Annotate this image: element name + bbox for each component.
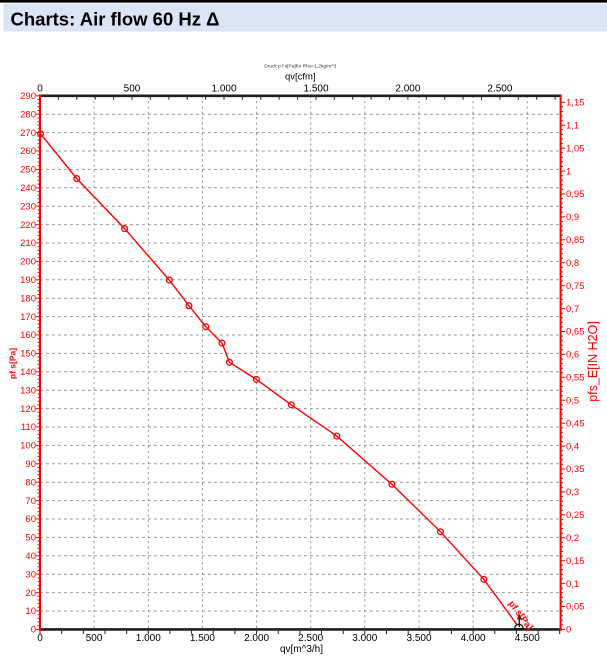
svg-text:250: 250 — [20, 165, 36, 176]
svg-text:60: 60 — [25, 514, 36, 525]
svg-text:0,85: 0,85 — [566, 235, 585, 246]
svg-text:70: 70 — [25, 496, 36, 507]
svg-text:20: 20 — [25, 588, 36, 599]
svg-text:180: 180 — [20, 293, 36, 304]
svg-text:240: 240 — [20, 183, 36, 194]
svg-text:3.000: 3.000 — [352, 633, 377, 644]
svg-text:130: 130 — [20, 385, 36, 396]
svg-text:220: 220 — [20, 220, 36, 231]
svg-text:0: 0 — [566, 625, 571, 636]
svg-text:Druck p f s[Pa]für Rho=1,2kg/m: Druck p f s[Pa]für Rho=1,2kg/m^3 — [264, 64, 336, 70]
svg-text:0,75: 0,75 — [566, 281, 585, 292]
svg-text:500: 500 — [124, 84, 141, 95]
svg-text:270: 270 — [20, 128, 36, 139]
svg-text:pf s[Pa]: pf s[Pa] — [8, 348, 18, 379]
svg-text:2.500: 2.500 — [298, 633, 323, 644]
svg-text:0,15: 0,15 — [566, 556, 585, 567]
svg-text:0,4: 0,4 — [566, 441, 579, 452]
svg-text:0,5: 0,5 — [566, 395, 579, 406]
svg-text:4.500: 4.500 — [515, 633, 540, 644]
svg-text:qv[m^3/h]: qv[m^3/h] — [280, 644, 323, 655]
svg-text:1,1: 1,1 — [566, 120, 579, 131]
svg-text:200: 200 — [20, 257, 36, 268]
svg-text:0,6: 0,6 — [566, 350, 579, 361]
svg-text:2.000: 2.000 — [244, 633, 269, 644]
svg-text:50: 50 — [25, 533, 36, 544]
svg-text:0,9: 0,9 — [566, 212, 579, 223]
svg-text:2.000: 2.000 — [395, 84, 420, 95]
svg-text:1,05: 1,05 — [566, 143, 585, 154]
svg-text:1,15: 1,15 — [566, 98, 585, 109]
svg-text:1: 1 — [566, 166, 571, 177]
svg-text:40: 40 — [25, 551, 36, 562]
svg-text:260: 260 — [20, 146, 36, 157]
svg-text:0: 0 — [37, 633, 43, 644]
svg-text:0,55: 0,55 — [566, 373, 585, 384]
svg-text:0,1: 0,1 — [566, 579, 579, 590]
svg-text:0,2: 0,2 — [566, 533, 579, 544]
svg-text:10: 10 — [25, 606, 36, 617]
svg-text:0,35: 0,35 — [566, 464, 585, 475]
svg-text:170: 170 — [20, 312, 36, 323]
svg-text:0,95: 0,95 — [566, 189, 585, 200]
svg-text:210: 210 — [20, 238, 36, 249]
svg-text:2.500: 2.500 — [487, 84, 512, 95]
svg-text:Charts: Air flow 60 Hz Δ: Charts: Air flow 60 Hz Δ — [11, 9, 220, 30]
svg-text:0,7: 0,7 — [566, 304, 579, 315]
svg-text:280: 280 — [20, 109, 36, 120]
svg-text:1.500: 1.500 — [190, 633, 215, 644]
svg-text:pfs_E[IN H2O]: pfs_E[IN H2O] — [586, 321, 600, 402]
svg-text:0: 0 — [31, 625, 36, 636]
svg-text:0,05: 0,05 — [566, 602, 585, 613]
svg-text:1.000: 1.000 — [211, 84, 236, 95]
svg-text:190: 190 — [20, 275, 36, 286]
svg-text:100: 100 — [20, 441, 36, 452]
svg-text:1.500: 1.500 — [303, 84, 328, 95]
svg-text:30: 30 — [25, 569, 36, 580]
svg-text:qv[cfm]: qv[cfm] — [285, 71, 316, 82]
svg-text:0,45: 0,45 — [566, 418, 585, 429]
svg-text:80: 80 — [25, 477, 36, 488]
svg-text:160: 160 — [20, 330, 36, 341]
svg-text:3.500: 3.500 — [406, 633, 431, 644]
svg-text:0,65: 0,65 — [566, 327, 585, 338]
svg-text:120: 120 — [20, 404, 36, 415]
svg-text:0: 0 — [37, 84, 43, 95]
svg-text:230: 230 — [20, 201, 36, 212]
svg-text:290: 290 — [20, 91, 36, 102]
svg-text:150: 150 — [20, 349, 36, 360]
svg-text:0,25: 0,25 — [566, 510, 585, 521]
svg-text:0,3: 0,3 — [566, 487, 579, 498]
svg-text:1.000: 1.000 — [136, 633, 161, 644]
svg-text:4.000: 4.000 — [461, 633, 486, 644]
svg-text:90: 90 — [25, 459, 36, 470]
svg-text:500: 500 — [86, 633, 103, 644]
svg-text:140: 140 — [20, 367, 36, 378]
svg-text:0,8: 0,8 — [566, 258, 579, 269]
svg-text:110: 110 — [21, 422, 36, 433]
